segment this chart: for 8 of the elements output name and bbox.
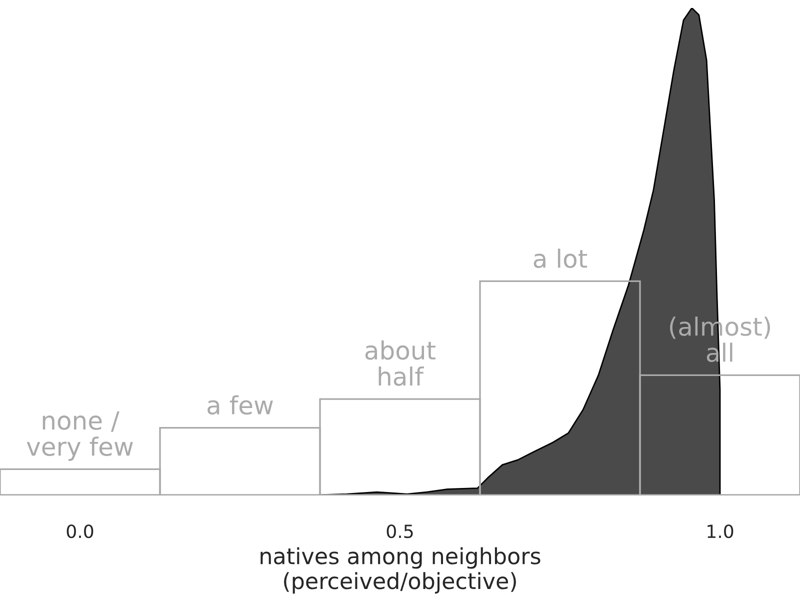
x-tick-label: 1.0 — [708, 524, 734, 538]
annotation: a lot — [534, 248, 588, 268]
x-axis-title: natives among neighbors (perceived/objective) — [260, 547, 540, 594]
annotation: a few — [208, 395, 273, 415]
annotation: about half — [365, 340, 436, 386]
x-tick-label: 0.5 — [386, 524, 413, 538]
annotation: none / very few — [26, 411, 133, 461]
x-tick-label: 0.0 — [66, 524, 94, 538]
